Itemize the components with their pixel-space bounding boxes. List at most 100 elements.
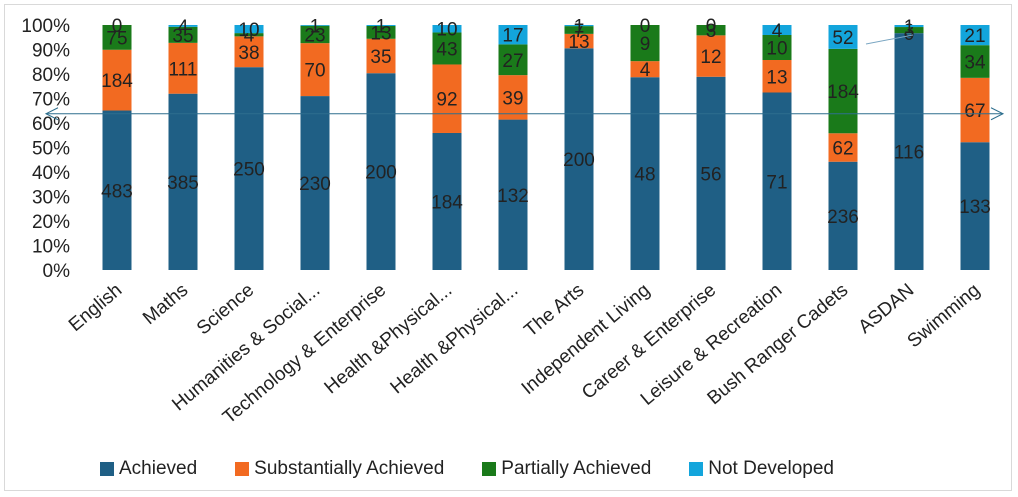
data-label: 7: [574, 21, 585, 42]
x-tick-label: Maths: [139, 280, 192, 329]
data-label: 13: [568, 32, 589, 53]
bar-segment: [960, 142, 990, 270]
bar-segment: [234, 33, 264, 37]
bar-segment: [630, 77, 660, 271]
bar-segment: [762, 35, 792, 60]
data-label: 39: [502, 88, 523, 109]
legend-item: Partially Achieved: [482, 458, 651, 480]
y-tick-label: 80%: [32, 65, 70, 86]
data-label: 35: [172, 26, 193, 47]
bar-segment: [828, 25, 858, 49]
data-label: 1: [310, 16, 321, 37]
legend-swatch: [235, 462, 250, 476]
bar-segment: [894, 25, 924, 28]
data-label: 116: [894, 143, 924, 164]
data-label: 1: [904, 17, 915, 38]
bar-segment: [696, 25, 726, 36]
bar-segment: [366, 25, 396, 39]
legend-label: Partially Achieved: [501, 458, 652, 479]
bar-segment: [300, 25, 330, 44]
data-label: 27: [502, 51, 523, 72]
x-tick-label: Science: [193, 280, 258, 340]
bar-segment: [828, 133, 858, 162]
data-label: 1: [376, 16, 387, 37]
reference-arrow-right: [990, 107, 1005, 121]
data-label: 184: [827, 82, 859, 103]
data-label: 111: [169, 59, 198, 80]
data-label: 23: [304, 25, 325, 46]
bar-segment: [960, 25, 990, 46]
data-label: 132: [497, 186, 529, 207]
bar-segment: [432, 25, 462, 33]
bar-segment: [168, 25, 198, 27]
legend-item: Not Developed: [689, 458, 834, 480]
data-label: 4: [772, 21, 783, 42]
data-label: 230: [299, 174, 331, 195]
data-label: 0: [640, 16, 651, 37]
bar-segment: [498, 75, 528, 120]
chart-frame: [4, 4, 1012, 491]
data-label: 3: [904, 21, 915, 42]
bar-segment: [828, 161, 858, 270]
y-tick-label: 100%: [21, 16, 70, 37]
data-label: 184: [431, 192, 463, 213]
legend-item: Achieved: [100, 458, 197, 480]
bar-segment: [102, 110, 132, 271]
y-tick-label: 10%: [32, 237, 70, 258]
bar-segment: [168, 93, 198, 270]
data-label: 200: [563, 150, 595, 171]
bar-segment: [630, 25, 660, 62]
x-tick-label: Health &Physical...: [387, 280, 523, 399]
bar-segment: [696, 76, 726, 271]
data-label: 62: [832, 139, 853, 160]
bar-segment: [366, 38, 396, 74]
reference-arrow-left: [44, 107, 59, 121]
legend-item: Substantially Achieved: [235, 458, 444, 480]
data-label: 0: [112, 16, 123, 37]
bar-segment: [102, 49, 132, 111]
bar-segment: [894, 27, 924, 34]
bar-segment: [564, 26, 594, 34]
data-label: 70: [304, 61, 325, 82]
bar-segment: [696, 35, 726, 77]
bar-segment: [498, 25, 528, 45]
legend-swatch: [689, 462, 704, 476]
data-label: 200: [365, 163, 397, 184]
bar-segment: [168, 42, 198, 94]
data-label: 10: [766, 39, 787, 60]
bar-segment: [366, 73, 396, 270]
data-label: 12: [700, 47, 721, 68]
bar-segment: [234, 25, 264, 34]
y-tick-label: 70%: [32, 90, 70, 111]
bar-segment: [498, 44, 528, 76]
data-label: 4: [244, 26, 255, 47]
bar-segment: [564, 33, 594, 49]
data-label: 10: [238, 20, 259, 41]
data-label: 71: [766, 172, 787, 193]
bar-segment: [960, 77, 990, 143]
data-label: 10: [436, 20, 457, 41]
bar-segment: [630, 61, 660, 78]
bar-segment: [960, 45, 990, 78]
data-label: 56: [700, 164, 721, 185]
legend-swatch: [100, 462, 114, 476]
data-label: 236: [827, 207, 859, 228]
bar-segment: [234, 36, 264, 68]
data-label: 43: [436, 39, 457, 60]
y-tick-label: 0%: [43, 261, 71, 282]
x-tick-label: ASDAN: [855, 280, 919, 338]
bar-segment: [300, 43, 330, 97]
bar-segment: [102, 25, 132, 50]
data-label: 48: [634, 165, 655, 186]
bar-segment: [432, 64, 462, 133]
data-label: 75: [106, 28, 127, 49]
data-label: 21: [964, 26, 985, 47]
bar-segment: [762, 92, 792, 270]
y-tick-label: 40%: [32, 163, 70, 184]
data-label: 35: [370, 47, 391, 68]
y-tick-label: 30%: [32, 188, 70, 209]
bar-segment: [762, 60, 792, 93]
y-tick-label: 60%: [32, 114, 70, 135]
data-label: 9: [640, 34, 651, 55]
data-label: 1: [574, 17, 585, 38]
